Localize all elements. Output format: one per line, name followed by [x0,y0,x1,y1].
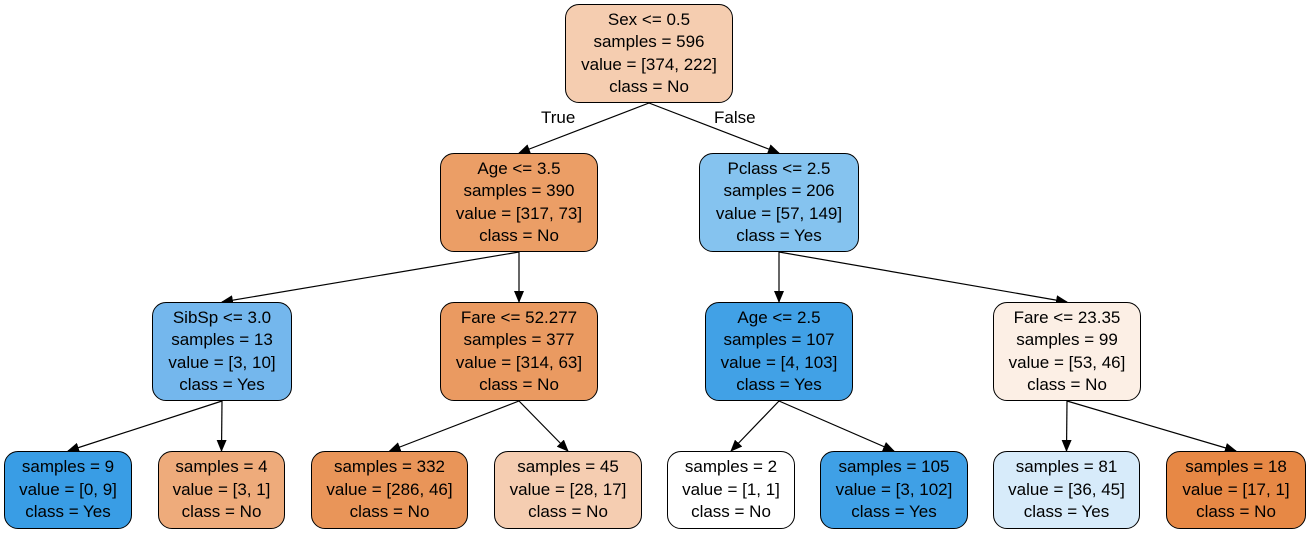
node-text-line: samples = 99 [1016,330,1118,349]
node-text-line: Fare <= 52.277 [460,307,578,327]
leaf-node-l8: samples = 18 value = [17, 1] class = No [1166,451,1306,529]
node-text-line: class = No [479,226,559,245]
node-text-line: samples = 107 [723,330,835,349]
node-text-line: value = [1, 1] [682,479,780,499]
node-text-line: value = [36, 45] [1008,479,1125,499]
node-text-line: value = [3, 10] [168,352,276,372]
node-text-line: class = Yes [851,502,937,522]
node-text-line: value = [3, 1] [172,479,271,499]
node-text-line: class = No [609,77,689,96]
leaf-node-l6: samples = 105 value = [3, 102] class = Yes [820,451,968,529]
tree-node-n1: Age <= 3.5 samples = 390 value = [317, 73]… [440,153,598,252]
node-text-line: Fare <= 23.35 [1013,307,1121,327]
node-text-line: samples = 377 [463,330,575,349]
leaf-node-l3: samples = 332 value = [286, 46] class = No [311,451,468,529]
node-text-line: value = [314, 63] [455,352,583,372]
tree-node-n3: SibSp <= 3.0 samples = 13 value = [3, 10] c… [152,302,292,401]
node-text-line: value = [17, 1] [1182,479,1290,499]
edge-root-n2 [648,102,780,154]
leaf-node-l7: samples = 81 value = [36, 45] class = Yes [993,451,1140,529]
node-text-line: class = Yes [736,226,822,245]
node-text-line: class = No [479,375,559,394]
node-text-line: SibSp <= 3.0 [172,307,272,327]
node-text-line: Sex <= 0.5 [607,9,691,29]
node-text-line: samples = 596 [593,32,705,51]
node-text-line: value = [3, 102] [835,479,953,499]
node-text-line: class = No [528,502,608,522]
edge-n5-l5 [730,400,780,452]
tree-node-n5: Age <= 2.5 samples = 107 value = [4, 103] c… [705,302,853,401]
edge-n3-l1 [67,400,223,453]
node-text-line: class = Yes [25,502,111,522]
node-text-line: class = No [1027,375,1107,394]
node-text-line: samples = 332 [333,457,446,477]
node-text-line: samples = 45 [517,457,619,477]
node-text-line: value = [286, 46] [326,479,453,499]
leaf-node-l1: samples = 9 value = [0, 9] class = Yes [4,451,132,529]
node-text-line: value = [57, 149] [715,203,843,223]
leaf-node-l4: samples = 45 value = [28, 17] class = No [494,451,642,529]
edge-n4-l4 [518,400,569,452]
node-text-line: value = [53, 46] [1008,352,1126,372]
node-text-line: samples = 390 [463,181,575,200]
node-text-line: samples = 2 [684,457,778,477]
node-text-line: value = [28, 17] [509,479,627,499]
edge-n6-l7 [1061,400,1072,452]
node-text-line: value = [4, 103] [720,352,838,372]
leaf-node-l5: samples = 2 value = [1, 1] class = No [667,451,795,529]
node-text-line: samples = 4 [175,457,268,477]
node-text-line: class = No [1196,502,1276,522]
node-text-line: class = No [349,502,430,522]
node-text-line: value = [0, 9] [19,479,117,499]
edge-n1-n3 [221,251,520,306]
node-text-line: Pclass <= 2.5 [727,158,831,178]
node-text-line: class = Yes [736,375,822,394]
edge-label-false: False [714,108,756,127]
node-text-line: samples = 206 [723,181,835,200]
tree-node-n6: Fare <= 23.35 samples = 99 value = [53, 46… [993,302,1141,401]
leaf-node-l2: samples = 4 value = [3, 1] class = No [158,451,285,529]
edge-n3-l2 [216,400,227,452]
node-text-line: samples = 105 [838,457,950,477]
node-text-line: class = No [181,502,262,522]
node-text-line: class = Yes [1023,502,1110,522]
node-text-line: Age <= 3.5 [477,158,561,178]
edge-root-n1 [518,102,650,154]
edge-n2-n6 [778,251,1068,306]
node-text-line: samples = 9 [21,457,115,477]
edge-n6-l8 [1066,400,1237,453]
tree-node-n2: Pclass <= 2.5 samples = 206 value = [57, 1… [699,153,859,252]
edge-n5-l6 [778,400,895,452]
node-text-line: Age <= 2.5 [737,307,821,327]
node-text-line: class = Yes [179,375,265,394]
edge-n4-l3 [388,400,520,452]
tree-node-n4: Fare <= 52.277 samples = 377 value = [314,… [440,302,598,401]
edge-label-true: True [541,108,576,127]
tree-node-root: Sex <= 0.5 samples = 596 value = [374, 222… [565,4,733,103]
node-text-line: samples = 81 [1015,457,1118,477]
node-text-line: value = [374, 222] [581,54,717,74]
node-text-line: samples = 18 [1185,457,1287,477]
node-text-line: class = No [691,502,771,522]
node-text-line: value = [317, 73] [455,203,583,223]
node-text-line: samples = 13 [171,330,273,349]
